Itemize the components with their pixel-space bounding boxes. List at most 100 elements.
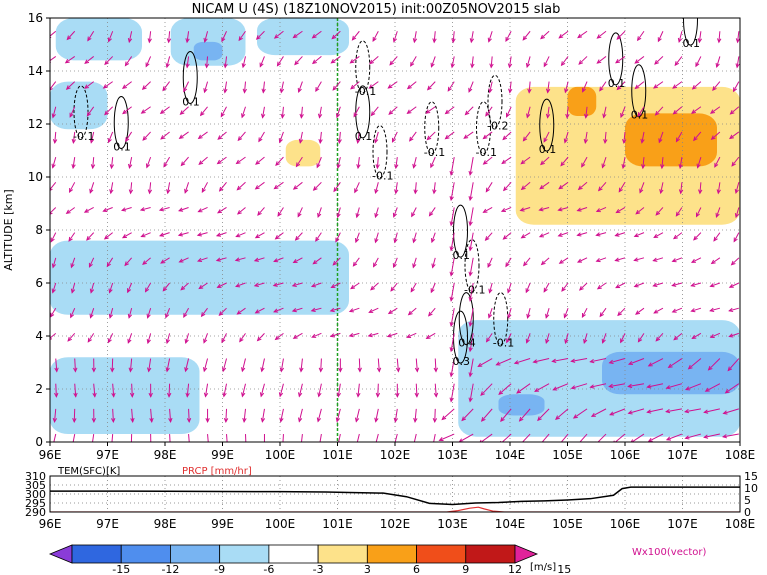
wind-vector bbox=[699, 182, 702, 194]
wind-vector-head bbox=[234, 257, 240, 262]
wind-vector-head bbox=[734, 213, 740, 219]
wind-vector bbox=[450, 157, 455, 175]
wind-vector bbox=[501, 156, 512, 164]
wind-vector bbox=[433, 182, 436, 194]
wind-vector-head bbox=[355, 443, 358, 447]
wind-vector bbox=[583, 333, 588, 344]
wind-vector bbox=[206, 56, 209, 68]
wind-vector bbox=[203, 358, 209, 372]
wind-vector bbox=[445, 131, 455, 140]
wind-vector bbox=[186, 383, 190, 397]
surface-left-tick-label: 295 bbox=[25, 497, 46, 510]
wind-vector bbox=[241, 106, 246, 118]
wind-vector bbox=[710, 307, 721, 312]
wind-vector-head bbox=[338, 367, 343, 373]
wind-vector-head bbox=[712, 86, 717, 91]
wind-vector-head bbox=[595, 257, 601, 263]
wind-vector bbox=[503, 181, 512, 191]
wind-vector-head bbox=[716, 189, 721, 195]
wind-vector-head bbox=[166, 392, 172, 398]
wind-vector bbox=[317, 207, 322, 218]
wind-vector-head bbox=[312, 186, 318, 191]
wind-vector bbox=[257, 333, 265, 341]
wind-vector-head bbox=[280, 113, 285, 119]
wind-vector bbox=[691, 307, 702, 312]
wind-vector-head bbox=[675, 137, 681, 143]
wind-vector bbox=[70, 307, 76, 318]
wind-vector bbox=[519, 408, 531, 422]
wind-vector-head bbox=[318, 443, 321, 447]
x-tick-label: 105E bbox=[552, 448, 583, 462]
wind-vector bbox=[110, 157, 114, 169]
wind-vector-head bbox=[128, 367, 133, 373]
wind-vector bbox=[337, 383, 341, 397]
wind-vector-head bbox=[523, 261, 528, 267]
wind-vector bbox=[415, 358, 418, 372]
wind-vector-head bbox=[260, 417, 266, 423]
wind-vector-head bbox=[449, 372, 454, 378]
wind-vector bbox=[337, 157, 341, 168]
wind-vector bbox=[599, 81, 607, 91]
wind-vector-head bbox=[502, 135, 508, 141]
wind-vector bbox=[301, 433, 303, 442]
contour-label: -0.1 bbox=[476, 146, 497, 159]
wind-vector bbox=[53, 433, 57, 442]
wind-vector-head bbox=[520, 159, 526, 165]
wind-vector-head bbox=[577, 185, 583, 191]
wind-vector-head bbox=[487, 37, 492, 43]
y-tick-label: 2 bbox=[35, 382, 43, 396]
wind-vector-head bbox=[704, 387, 710, 392]
wind-vector-head bbox=[146, 338, 151, 345]
wind-vector-head bbox=[299, 113, 304, 119]
wind-vector bbox=[219, 181, 227, 192]
wind-vector-head bbox=[68, 236, 73, 242]
wind-vector bbox=[725, 383, 740, 394]
wind-vector-head bbox=[482, 160, 488, 165]
x-tick-label: 106E bbox=[610, 448, 641, 462]
wind-vector-head bbox=[297, 417, 303, 423]
wind-vector bbox=[539, 206, 550, 211]
wind-vector bbox=[375, 433, 379, 442]
wind-vector bbox=[691, 106, 702, 114]
wind-vector bbox=[685, 433, 702, 439]
wind-vector bbox=[179, 131, 189, 139]
wind-vector-head bbox=[203, 37, 208, 43]
wind-vector bbox=[299, 131, 303, 143]
wind-vector bbox=[577, 257, 588, 263]
wind-vector bbox=[311, 282, 322, 287]
contour-positive bbox=[683, 18, 698, 46]
wind-vector-head bbox=[88, 262, 93, 268]
wind-vector-head bbox=[690, 258, 696, 263]
wind-vector bbox=[673, 232, 683, 240]
wind-vector bbox=[507, 308, 512, 318]
wind-vector-head bbox=[223, 63, 228, 69]
wind-vector bbox=[675, 207, 683, 217]
wind-vector-head bbox=[432, 189, 437, 195]
wind-vector bbox=[408, 307, 417, 316]
contour-label: -0.1 bbox=[355, 85, 376, 98]
wind-vector-head bbox=[392, 37, 398, 43]
wind-vector-head bbox=[406, 84, 412, 90]
wind-vector bbox=[648, 433, 664, 442]
wind-vector-head bbox=[640, 138, 645, 144]
wind-vector bbox=[255, 181, 265, 190]
wind-vector-head bbox=[69, 112, 74, 118]
wind-vector bbox=[717, 182, 721, 194]
shaded-region bbox=[50, 357, 200, 435]
wind-vector bbox=[459, 433, 474, 442]
wind-vector bbox=[244, 81, 246, 93]
wind-vector-head bbox=[70, 263, 75, 269]
wind-vector bbox=[540, 156, 550, 165]
wind-vector bbox=[731, 156, 740, 167]
wind-vector-head bbox=[665, 385, 671, 390]
wind-vector bbox=[369, 307, 379, 313]
y-tick-label: 16 bbox=[28, 11, 43, 25]
wind-vector-head bbox=[127, 338, 132, 344]
wind-vector bbox=[165, 307, 171, 318]
wind-vector-head bbox=[430, 288, 435, 294]
wind-vector-head bbox=[615, 208, 621, 214]
wind-vector-head bbox=[127, 37, 133, 44]
wind-vector bbox=[685, 383, 702, 391]
wind-vector bbox=[261, 408, 265, 422]
wind-vector-head bbox=[50, 187, 53, 191]
